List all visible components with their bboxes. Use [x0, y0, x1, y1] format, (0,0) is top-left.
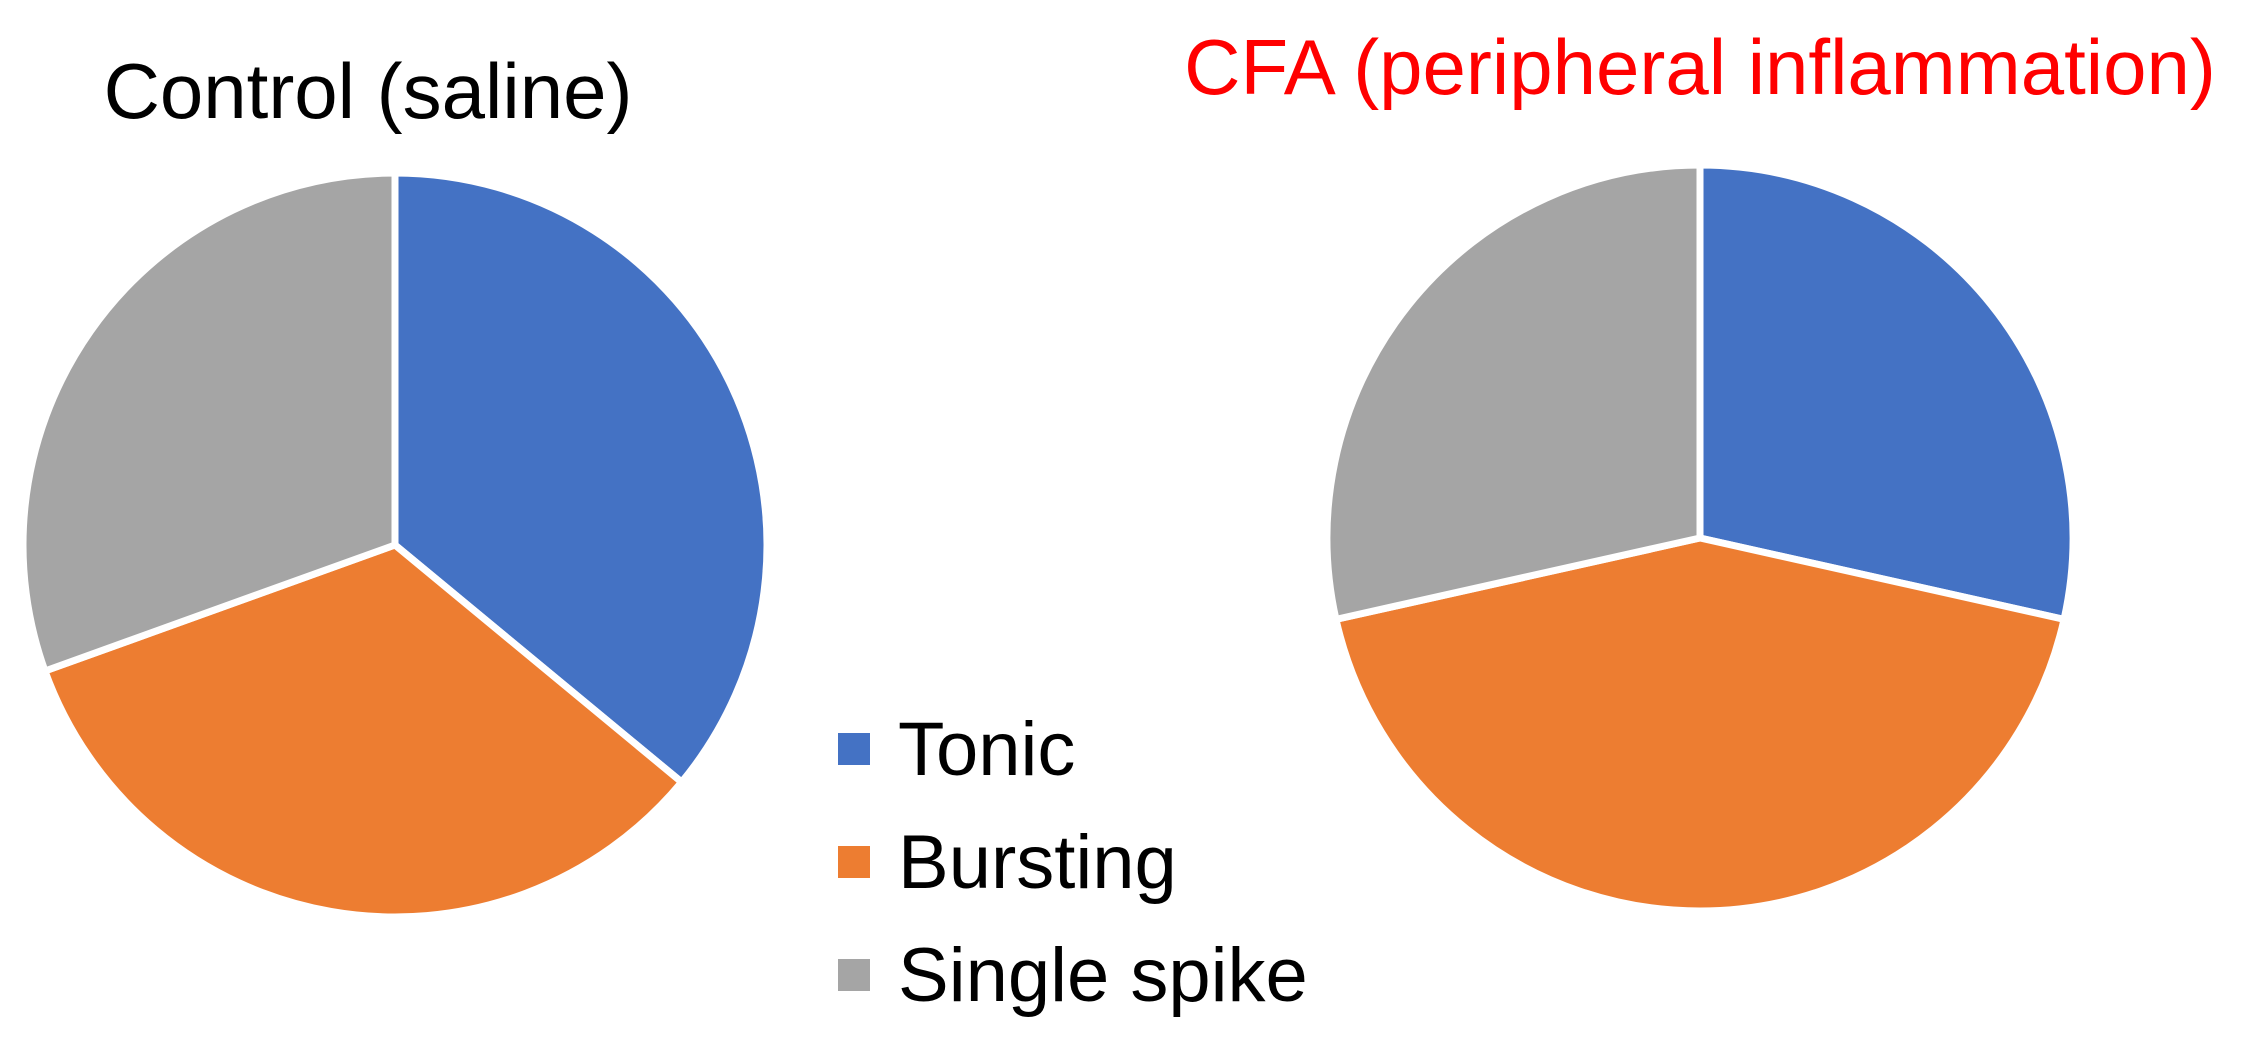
pie-cfa-slice-single-spike: [1323, 161, 1704, 623]
chart-title-cfa: CFA (peripheral inflammation): [1184, 23, 2216, 111]
pie-control-slice-tonic: [391, 169, 771, 786]
chart-title-control: Control (saline): [104, 47, 633, 135]
legend-label-tonic: Tonic: [898, 707, 1075, 792]
pie-cfa-slice-tonic: [1696, 161, 2077, 623]
legend-label-bursting: Bursting: [898, 820, 1177, 905]
pie-control-slice-single-spike: [19, 169, 399, 675]
pie-control-slice-bursting: [41, 541, 686, 921]
legend-swatch-tonic: [838, 733, 870, 765]
pie-control: [19, 169, 771, 921]
legend-label-single-spike: Single spike: [898, 933, 1308, 1018]
pie-cfa-slice-bursting: [1332, 534, 2068, 915]
legend: Tonic Bursting Single spike: [838, 707, 1308, 1018]
pie-cfa: [1323, 161, 2077, 915]
legend-swatch-single-spike: [838, 959, 870, 991]
legend-swatch-bursting: [838, 846, 870, 878]
